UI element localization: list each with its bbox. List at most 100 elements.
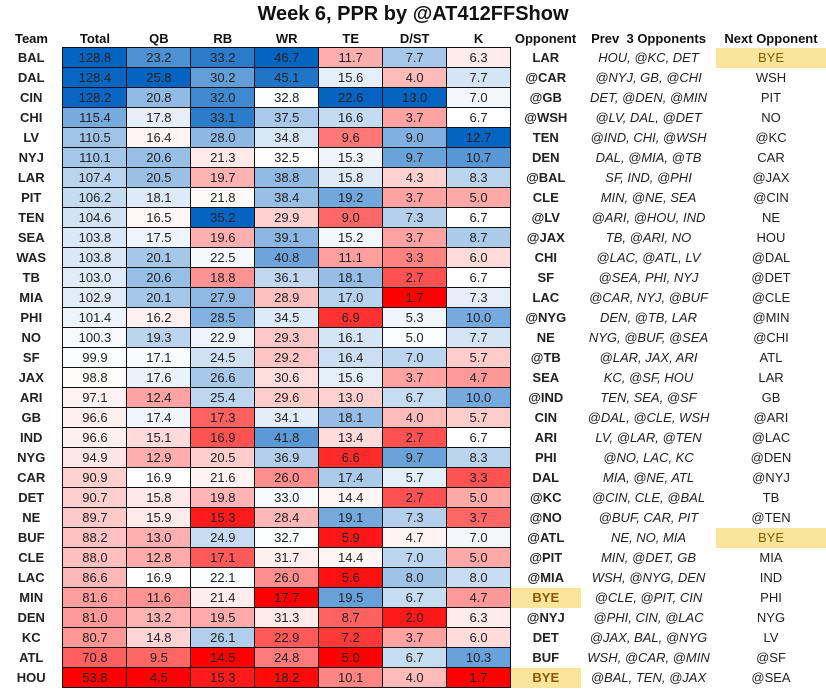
rb-value-cell: 15.3 (190, 667, 256, 688)
team-cell: ARI (20, 390, 43, 405)
opponent-cell: BUF (532, 650, 560, 665)
next-opponent-cell: WSH (755, 70, 787, 85)
prev-opponents-cell: TEN, SEA, @SF (600, 390, 697, 405)
prev-opponents-cell: MIN, @DET, GB (600, 550, 697, 565)
next-opponent-cell: NE (761, 210, 781, 225)
opponent-cell: @ATL (527, 530, 565, 545)
table-row: LAC 86.6 16.9 22.1 26.0 5.6 8.0 8.0 @MIA WSH, @NY… (0, 567, 826, 588)
team-cell: CAR (17, 470, 46, 485)
total-value-cell: 88.0 (62, 547, 128, 568)
total-value-cell: 128.4 (62, 67, 128, 88)
table-row: CHI 115.4 17.8 33.1 37.5 16.6 3.7 6.7 @WSH @LV, D… (0, 107, 826, 128)
dst-value-cell: 4.0 (382, 67, 448, 88)
next-opponent-cell: @SF (756, 650, 786, 665)
table-row: CAR 90.9 16.9 21.6 26.0 17.4 5.7 3.3 DAL MIA, @NE… (0, 467, 826, 488)
k-value-cell: 6.0 (446, 247, 512, 268)
dst-value-cell: 8.0 (382, 567, 448, 588)
opponent-cell: @LV (531, 210, 560, 225)
prev-opponents-cell: @NO, LAC, KC (603, 450, 694, 465)
wr-value-cell: 29.6 (254, 387, 320, 408)
table-row: PHI 101.4 16.2 28.5 34.5 6.9 5.3 10.0 @NYG DEN, @… (0, 307, 826, 328)
te-value-cell: 5.6 (318, 567, 384, 588)
wr-value-cell: 45.1 (254, 67, 320, 88)
prev-opponents-cell: HOU, @KC, DET (598, 50, 699, 65)
wr-value-cell: 37.5 (254, 107, 320, 128)
dst-value-cell: 6.7 (382, 587, 448, 608)
table-row: MIN 81.6 11.6 21.4 17.7 19.5 6.7 4.7 BYE @CLE, @P… (0, 587, 826, 608)
team-cell: NO (21, 330, 41, 345)
prev-opponents-cell: @NYJ, GB, @CHI (595, 70, 702, 85)
prev-opponents-cell: DAL, @MIA, @TB (595, 150, 702, 165)
k-value-cell: 5.7 (446, 407, 512, 428)
te-value-cell: 18.1 (318, 407, 384, 428)
qb-value-cell: 16.5 (126, 207, 192, 228)
wr-value-cell: 41.8 (254, 427, 320, 448)
te-value-cell: 15.6 (318, 67, 384, 88)
wr-value-cell: 34.1 (254, 407, 320, 428)
total-value-cell: 80.7 (62, 627, 128, 648)
k-value-cell: 7.0 (446, 527, 512, 548)
wr-value-cell: 18.2 (254, 667, 320, 688)
opponent-cell: @IND (528, 390, 564, 405)
te-value-cell: 13.0 (318, 387, 384, 408)
team-cell: PHI (20, 310, 43, 325)
te-value-cell: 16.4 (318, 347, 384, 368)
next-opponent-cell: NYG (756, 610, 786, 625)
opponent-cell: CLE (532, 190, 559, 205)
header-row: Team Total QB RB WR TE D/ST K Opponent P… (0, 29, 826, 48)
te-value-cell: 15.8 (318, 167, 384, 188)
next-opponent-cell: @ARI (753, 410, 789, 425)
dst-value-cell: 4.7 (382, 527, 448, 548)
opponent-cell: @GB (529, 90, 562, 105)
opponent-cell: @BAL (526, 170, 566, 185)
prev-opponents-cell: @BAL, TEN, @JAX (590, 670, 707, 685)
k-value-cell: 4.7 (446, 367, 512, 388)
dst-value-cell: 6.7 (382, 647, 448, 668)
wr-value-cell: 32.5 (254, 147, 320, 168)
opponent-bye-badge: BYE (510, 587, 581, 608)
te-value-cell: 16.1 (318, 327, 384, 348)
dst-value-cell: 3.7 (382, 627, 448, 648)
next-opponent-cell: CAR (757, 150, 785, 165)
wr-value-cell: 46.7 (254, 47, 320, 68)
team-cell: CIN (20, 90, 43, 105)
opponent-cell: LAR (532, 50, 560, 65)
wr-value-cell: 24.8 (254, 647, 320, 668)
total-value-cell: 115.4 (62, 107, 128, 128)
qb-value-cell: 9.5 (126, 647, 192, 668)
k-value-cell: 12.7 (446, 127, 512, 148)
total-value-cell: 110.5 (62, 127, 128, 148)
k-value-cell: 8.3 (446, 167, 512, 188)
table-row: BUF 88.2 13.0 24.9 32.7 5.9 4.7 7.0 @ATL NE, NO, … (0, 527, 826, 548)
total-value-cell: 70.8 (62, 647, 128, 668)
next-opponent-cell: @DEN (750, 450, 792, 465)
qb-value-cell: 17.6 (126, 367, 192, 388)
prev-opponents-cell: @IND, CHI, @WSH (590, 130, 707, 145)
qb-value-cell: 18.1 (126, 187, 192, 208)
total-value-cell: 90.9 (62, 467, 128, 488)
rb-value-cell: 21.3 (190, 147, 256, 168)
prev-opponents-cell: WSH, @CAR, @MIN (587, 650, 710, 665)
column-header-prev-opponents: Prev 3 Opponents (591, 30, 706, 46)
next-opponent-cell: PHI (760, 590, 782, 605)
dst-value-cell: 2.7 (382, 487, 448, 508)
team-cell: IND (20, 430, 43, 445)
prev-opponents-cell: @BUF, CAR, PIT (598, 510, 699, 525)
rb-value-cell: 15.3 (190, 507, 256, 528)
wr-value-cell: 17.7 (254, 587, 320, 608)
team-cell: BUF (17, 530, 45, 545)
opponent-cell: PHI (534, 450, 557, 465)
qb-value-cell: 20.6 (126, 267, 192, 288)
dst-value-cell: 5.0 (382, 327, 448, 348)
table-row: ATL 70.8 9.5 14.5 24.8 5.0 6.7 10.3 BUF WSH, @CAR… (0, 647, 826, 668)
te-value-cell: 11.1 (318, 247, 384, 268)
te-value-cell: 6.6 (318, 447, 384, 468)
opponent-cell: @PIT (529, 550, 563, 565)
total-value-cell: 53.8 (62, 667, 128, 688)
k-value-cell: 7.3 (446, 287, 512, 308)
total-value-cell: 128.2 (62, 87, 128, 108)
next-opponent-cell: GB (761, 390, 781, 405)
wr-value-cell: 30.6 (254, 367, 320, 388)
prev-opponents-cell: @DAL, @CLE, WSH (587, 410, 710, 425)
te-value-cell: 5.0 (318, 647, 384, 668)
